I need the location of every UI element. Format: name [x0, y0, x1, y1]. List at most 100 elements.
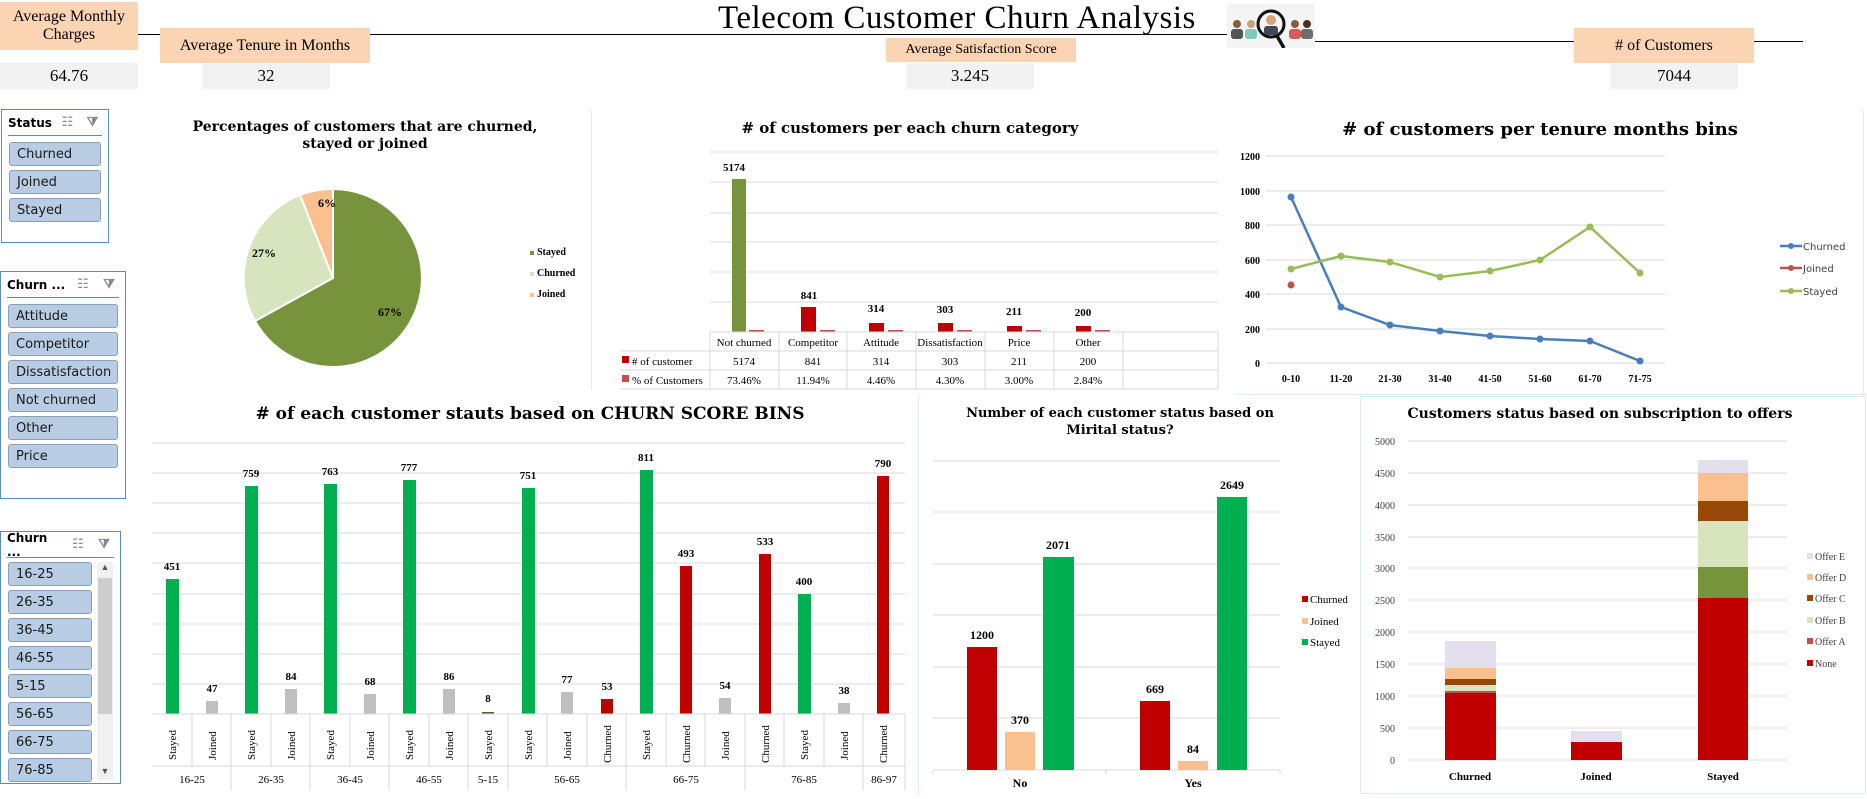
slicer-item-competitor[interactable]: Competitor [8, 332, 118, 356]
kpi-label-avg-satisfaction: Average Satisfaction Score [886, 38, 1076, 62]
bar-5-15-stayed[interactable] [482, 712, 494, 714]
bar-competitor[interactable] [801, 307, 816, 332]
series-stayed-line[interactable] [1290, 225, 1641, 279]
divider [591, 110, 592, 390]
svg-text:Yes: Yes [1184, 776, 1202, 790]
multi-select-icon[interactable]: ☷ [77, 277, 89, 292]
bar-46-55-stayed[interactable] [403, 480, 416, 714]
svg-text:500: 500 [1380, 724, 1395, 735]
svg-text:Joined: Joined [365, 731, 377, 760]
slicer-item-46-55[interactable]: 46-55 [8, 646, 92, 670]
svg-text:Churned: Churned [1449, 771, 1491, 783]
bar-76-85-churned[interactable] [759, 554, 771, 714]
svg-text:2071: 2071 [1046, 538, 1070, 552]
bar-not-churned[interactable] [732, 179, 746, 332]
bar-76-85-joined[interactable] [838, 703, 850, 714]
tenure-line-chart: 0 200 400 600 800 1000 1200 0-10 11-20 2… [1240, 152, 1845, 385]
slicer-item-price[interactable]: Price [8, 444, 118, 468]
slicer-item-36-45[interactable]: 36-45 [8, 618, 92, 642]
svg-text:841: 841 [805, 356, 822, 368]
stack-churned[interactable] [1445, 641, 1496, 760]
svg-text:46-55: 46-55 [416, 774, 442, 786]
bar-other[interactable] [1076, 326, 1091, 332]
svg-text:8: 8 [485, 693, 491, 705]
bar-36-45-stayed[interactable] [324, 484, 337, 714]
slicer-item-76-85[interactable]: 76-85 [8, 758, 92, 782]
slicer-item-not-churned[interactable]: Not churned [8, 388, 118, 412]
pie-slice-joined[interactable] [298, 187, 334, 279]
bar-16-25-joined[interactable] [206, 701, 218, 714]
slicer-item-26-35[interactable]: 26-35 [8, 590, 92, 614]
bar-yes-stayed[interactable] [1217, 497, 1247, 770]
svg-text:Joined: Joined [444, 731, 456, 760]
svg-text:Dissatisfaction: Dissatisfaction [917, 337, 983, 349]
bar-66-75-stayed[interactable] [640, 470, 653, 714]
slicer-item-66-75[interactable]: 66-75 [8, 730, 92, 754]
slicer-item-dissatisfaction[interactable]: Dissatisfaction [8, 360, 118, 384]
svg-text:47: 47 [207, 683, 219, 695]
scroll-up-icon[interactable]: ▲ [100, 562, 110, 572]
svg-text:2.84%: 2.84% [1074, 375, 1102, 387]
slicer-item-16-25[interactable]: 16-25 [8, 562, 92, 586]
bar-attitude[interactable] [869, 323, 884, 332]
svg-text:1200: 1200 [970, 628, 994, 642]
multi-select-icon[interactable]: ☷ [72, 537, 84, 552]
series-joined-point[interactable] [1287, 281, 1295, 289]
bar-66-75-churned[interactable] [680, 566, 692, 714]
bar-86-97-churned[interactable] [877, 476, 889, 714]
series-churned-line[interactable] [1289, 196, 1641, 363]
svg-text:3500: 3500 [1375, 533, 1395, 544]
offers-chart-title: Customers status based on subscription t… [1407, 406, 1793, 422]
slicer-item-attitude[interactable]: Attitude [8, 304, 118, 328]
svg-text:31-40: 31-40 [1428, 374, 1451, 385]
svg-text:84: 84 [286, 671, 298, 683]
bar-price[interactable] [1007, 326, 1022, 332]
pie-slice-churned[interactable] [242, 193, 335, 323]
svg-text:1200: 1200 [1240, 152, 1260, 163]
bar-no-stayed[interactable] [1043, 557, 1074, 770]
bar-56-65-stayed[interactable] [522, 488, 535, 714]
bar-no-joined[interactable] [1005, 732, 1035, 770]
bar-26-35-stayed[interactable] [245, 486, 258, 714]
clear-filter-icon[interactable]: ⧩ [103, 277, 115, 292]
bar-no-churned[interactable] [967, 647, 997, 770]
bar-56-65-churned[interactable] [601, 699, 613, 714]
slicer-item-other[interactable]: Other [8, 416, 118, 440]
svg-text:None: None [1815, 659, 1837, 670]
slicer-item-stayed[interactable]: Stayed [9, 198, 101, 222]
stack-joined[interactable] [1571, 731, 1622, 760]
bar-66-75-joined[interactable] [719, 698, 731, 714]
slicer-item-joined[interactable]: Joined [9, 170, 101, 194]
svg-text:2500: 2500 [1375, 596, 1395, 607]
slicer-scrollbar[interactable]: ▲ ▼ [97, 562, 113, 780]
bar-yes-joined[interactable] [1178, 761, 1208, 770]
svg-text:Stayed: Stayed [167, 730, 179, 760]
slicer-item-5-15[interactable]: 5-15 [8, 674, 92, 698]
svg-text:41-50: 41-50 [1478, 374, 1501, 385]
bar-16-25-stayed[interactable] [166, 579, 179, 714]
bar-yes-churned[interactable] [1140, 701, 1170, 770]
clear-filter-icon[interactable]: ⧩ [86, 115, 99, 130]
slicer-item-56-65[interactable]: 56-65 [8, 702, 92, 726]
bar-36-45-joined[interactable] [364, 694, 376, 714]
svg-text:800: 800 [1245, 221, 1260, 232]
scrollbar-thumb[interactable] [98, 578, 112, 714]
clear-filter-icon[interactable]: ⧩ [98, 537, 110, 552]
slicer-item-churned[interactable]: Churned [9, 142, 101, 166]
svg-text:5174: 5174 [723, 162, 746, 174]
bar-76-85-stayed[interactable] [798, 594, 811, 714]
pie-slice-stayed[interactable] [253, 187, 423, 368]
multi-select-icon[interactable]: ☷ [61, 115, 74, 130]
stack-stayed[interactable] [1698, 460, 1748, 760]
kpi-label-avg-monthly-charges: Average Monthly Charges [0, 2, 138, 50]
bar-56-65-joined[interactable] [561, 692, 573, 714]
svg-text:36-45: 36-45 [337, 774, 363, 786]
bar-dissatisfaction[interactable] [938, 323, 953, 332]
kpi-value-avg-monthly-charges: 64.76 [0, 63, 138, 89]
svg-text:38: 38 [839, 685, 851, 697]
scroll-down-icon[interactable]: ▼ [100, 766, 110, 776]
svg-text:211: 211 [1006, 306, 1022, 318]
kpi-label-avg-tenure: Average Tenure in Months [160, 28, 370, 63]
bar-26-35-joined[interactable] [285, 689, 297, 714]
bar-46-55-joined[interactable] [443, 689, 455, 714]
